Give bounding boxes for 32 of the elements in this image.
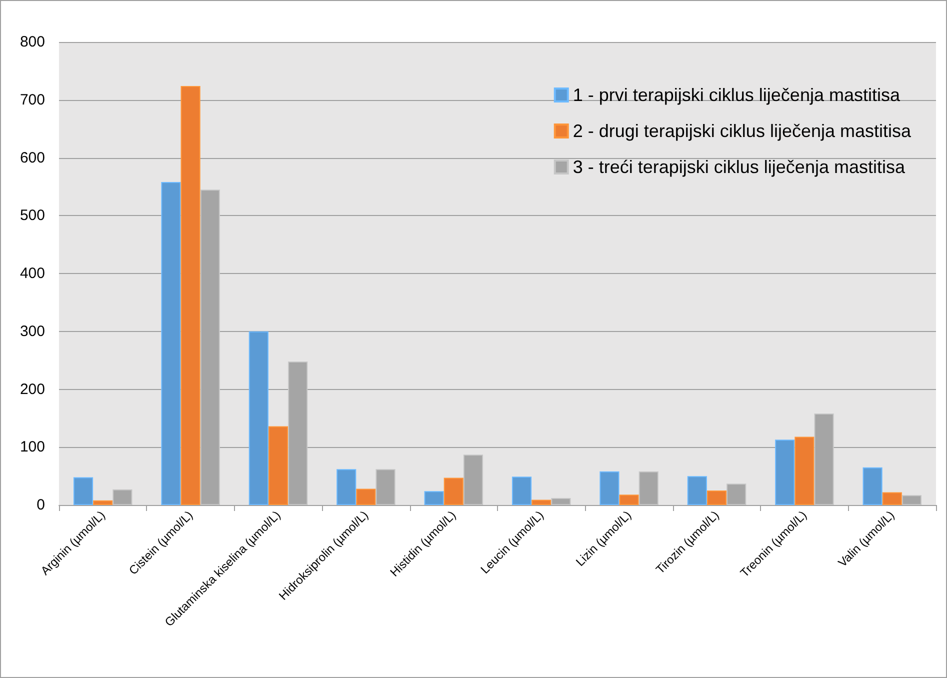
y-tick-label: 100: [20, 438, 45, 456]
bar: [444, 478, 464, 505]
bar: [600, 471, 620, 505]
bar: [180, 86, 200, 505]
bar: [512, 476, 532, 505]
y-tick-label: 200: [20, 380, 45, 398]
y-tick-label: 800: [20, 34, 45, 50]
bar: [73, 477, 94, 505]
bar: [775, 440, 795, 505]
y-tick-label: 400: [20, 265, 45, 282]
bar: [862, 467, 882, 505]
legend-label: 1 - prvi terapijski ciklus liječenja mastitisa: [572, 85, 901, 105]
y-tick-label: 0: [36, 496, 45, 514]
bar: [268, 426, 288, 505]
y-tick-label: 300: [20, 322, 45, 340]
y-tick-label: 500: [20, 207, 45, 224]
bar: [356, 488, 376, 505]
bar: [687, 476, 707, 505]
bar: [619, 494, 639, 505]
bar: [93, 500, 113, 505]
bar: [424, 491, 444, 505]
bar: [706, 490, 727, 505]
bar: [532, 500, 552, 505]
legend-label: 3 - treći terapijski ciklus liječenja mastitisa: [572, 157, 906, 177]
y-tick-label: 600: [20, 149, 45, 166]
bar: [794, 436, 814, 505]
y-tick-label: 700: [20, 91, 45, 108]
bar: [882, 492, 902, 505]
bar: [248, 331, 268, 505]
bar: [161, 182, 181, 505]
legend-label: 2 - drugi terapijski ciklus liječenja mastitisa: [572, 121, 912, 141]
bar: [336, 469, 356, 505]
